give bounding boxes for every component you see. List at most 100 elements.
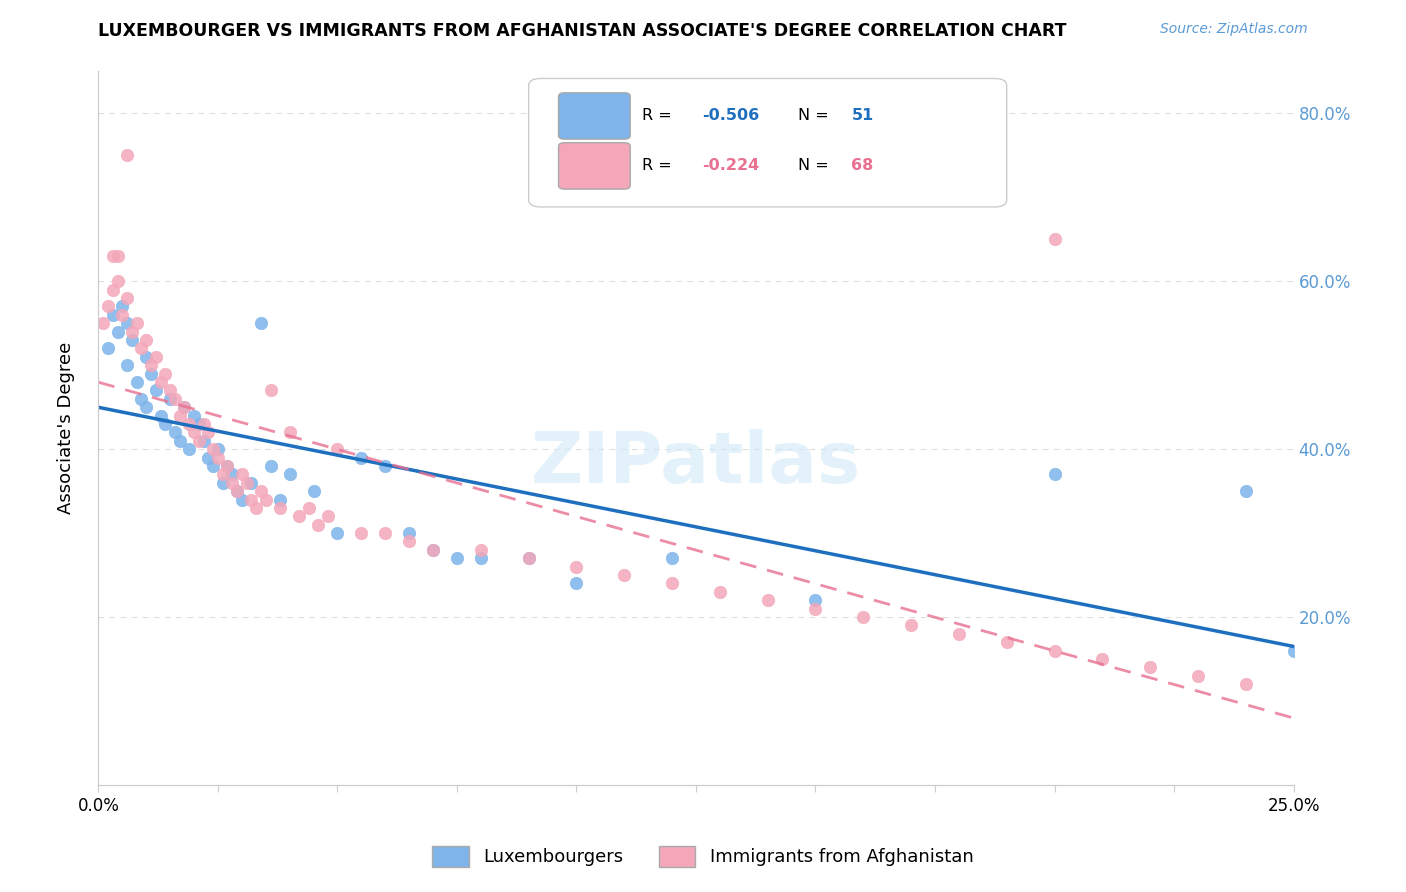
Point <box>259 458 281 473</box>
Point <box>446 551 468 566</box>
Point <box>1043 467 1066 482</box>
Point <box>756 593 779 607</box>
Point <box>193 417 215 431</box>
Point <box>288 509 311 524</box>
Text: LUXEMBOURGER VS IMMIGRANTS FROM AFGHANISTAN ASSOCIATE'S DEGREE CORRELATION CHART: LUXEMBOURGER VS IMMIGRANTS FROM AFGHANIS… <box>98 22 1067 40</box>
Point <box>179 442 201 457</box>
Point <box>135 350 157 364</box>
Text: R =: R = <box>643 109 678 123</box>
Point <box>183 409 205 423</box>
Point <box>278 467 301 482</box>
Text: 51: 51 <box>852 109 873 123</box>
Point <box>97 300 120 314</box>
Point <box>169 409 191 423</box>
Point <box>115 291 138 305</box>
Point <box>1043 232 1066 246</box>
Point <box>804 593 827 607</box>
Point <box>235 475 257 490</box>
Point <box>169 434 191 448</box>
FancyBboxPatch shape <box>558 93 630 139</box>
Legend: Luxembourgers, Immigrants from Afghanistan: Luxembourgers, Immigrants from Afghanist… <box>425 838 981 874</box>
Point <box>163 392 186 406</box>
Point <box>187 434 209 448</box>
Point <box>269 492 291 507</box>
Point <box>183 425 205 440</box>
Text: ZIPatlas: ZIPatlas <box>531 429 860 499</box>
Point <box>187 417 209 431</box>
Point <box>211 475 233 490</box>
Point <box>159 392 181 406</box>
Point <box>231 467 253 482</box>
Point <box>995 635 1018 649</box>
Point <box>565 559 588 574</box>
Point <box>1043 643 1066 657</box>
Point <box>278 425 301 440</box>
Point <box>107 274 129 288</box>
Point <box>254 492 277 507</box>
Point <box>517 551 540 566</box>
Point <box>217 458 239 473</box>
Point <box>1234 677 1257 691</box>
Point <box>115 358 138 372</box>
Point <box>231 492 253 507</box>
FancyBboxPatch shape <box>529 78 1007 207</box>
Point <box>900 618 922 632</box>
Point <box>97 342 120 356</box>
Point <box>155 367 177 381</box>
Point <box>197 425 219 440</box>
Point <box>111 308 134 322</box>
Point <box>226 484 249 499</box>
Point <box>101 308 124 322</box>
Point <box>115 316 138 330</box>
Point <box>1139 660 1161 674</box>
Point <box>207 450 229 465</box>
Point <box>613 568 636 582</box>
Point <box>149 375 172 389</box>
Point <box>149 409 172 423</box>
Point <box>422 542 444 557</box>
Point <box>240 475 263 490</box>
Point <box>179 417 201 431</box>
Point <box>145 350 167 364</box>
Point <box>259 384 281 398</box>
Point <box>326 442 349 457</box>
FancyBboxPatch shape <box>558 143 630 189</box>
Point <box>470 551 492 566</box>
Point <box>145 384 167 398</box>
Point <box>398 526 420 541</box>
Point <box>139 358 162 372</box>
Point <box>207 442 229 457</box>
Point <box>470 542 492 557</box>
Point <box>217 458 239 473</box>
Point <box>517 551 540 566</box>
Point <box>159 384 181 398</box>
Point <box>350 450 373 465</box>
Point <box>804 601 827 615</box>
Point <box>661 551 683 566</box>
Text: N =: N = <box>797 109 834 123</box>
Point <box>173 400 195 414</box>
Point <box>163 425 186 440</box>
Point <box>131 342 153 356</box>
Point <box>326 526 349 541</box>
Point <box>269 500 291 515</box>
Point <box>852 610 875 624</box>
Point <box>565 576 588 591</box>
Text: -0.224: -0.224 <box>702 159 759 173</box>
Point <box>131 392 153 406</box>
Point <box>948 627 970 641</box>
Point <box>298 500 321 515</box>
Point <box>374 458 396 473</box>
Point <box>307 517 329 532</box>
Text: 68: 68 <box>852 159 873 173</box>
Point <box>240 492 263 507</box>
Point <box>245 500 267 515</box>
Point <box>202 442 225 457</box>
Point <box>193 434 215 448</box>
Point <box>135 400 157 414</box>
Point <box>350 526 373 541</box>
Point <box>226 484 249 499</box>
Point <box>107 249 129 263</box>
Point <box>302 484 325 499</box>
Point <box>250 316 273 330</box>
